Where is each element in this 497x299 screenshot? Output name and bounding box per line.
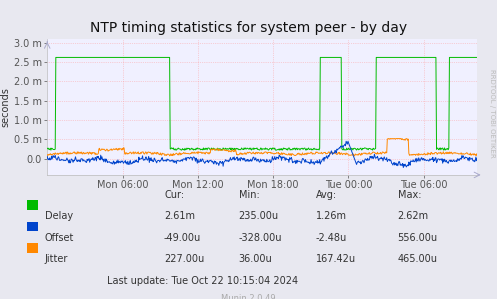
Text: 556.00u: 556.00u	[398, 233, 438, 243]
Text: RRDTOOL / TOBI OETIKER: RRDTOOL / TOBI OETIKER	[489, 69, 495, 158]
Text: 235.00u: 235.00u	[239, 211, 279, 221]
Text: Max:: Max:	[398, 190, 421, 200]
Text: 1.26m: 1.26m	[316, 211, 346, 221]
Text: Jitter: Jitter	[45, 254, 68, 264]
Text: Min:: Min:	[239, 190, 259, 200]
Text: NTP timing statistics for system peer - by day: NTP timing statistics for system peer - …	[90, 21, 407, 35]
Text: -49.00u: -49.00u	[164, 233, 201, 243]
Text: Cur:: Cur:	[164, 190, 184, 200]
Text: -328.00u: -328.00u	[239, 233, 282, 243]
Text: 36.00u: 36.00u	[239, 254, 272, 264]
Text: -2.48u: -2.48u	[316, 233, 347, 243]
Text: Delay: Delay	[45, 211, 73, 221]
Text: Offset: Offset	[45, 233, 74, 243]
Text: Munin 2.0.49: Munin 2.0.49	[221, 294, 276, 299]
Text: 2.62m: 2.62m	[398, 211, 429, 221]
Y-axis label: seconds: seconds	[1, 87, 11, 127]
Text: 227.00u: 227.00u	[164, 254, 204, 264]
Text: Avg:: Avg:	[316, 190, 337, 200]
Text: 2.61m: 2.61m	[164, 211, 195, 221]
Text: Last update: Tue Oct 22 10:15:04 2024: Last update: Tue Oct 22 10:15:04 2024	[107, 276, 298, 286]
Text: 167.42u: 167.42u	[316, 254, 356, 264]
Text: 465.00u: 465.00u	[398, 254, 437, 264]
